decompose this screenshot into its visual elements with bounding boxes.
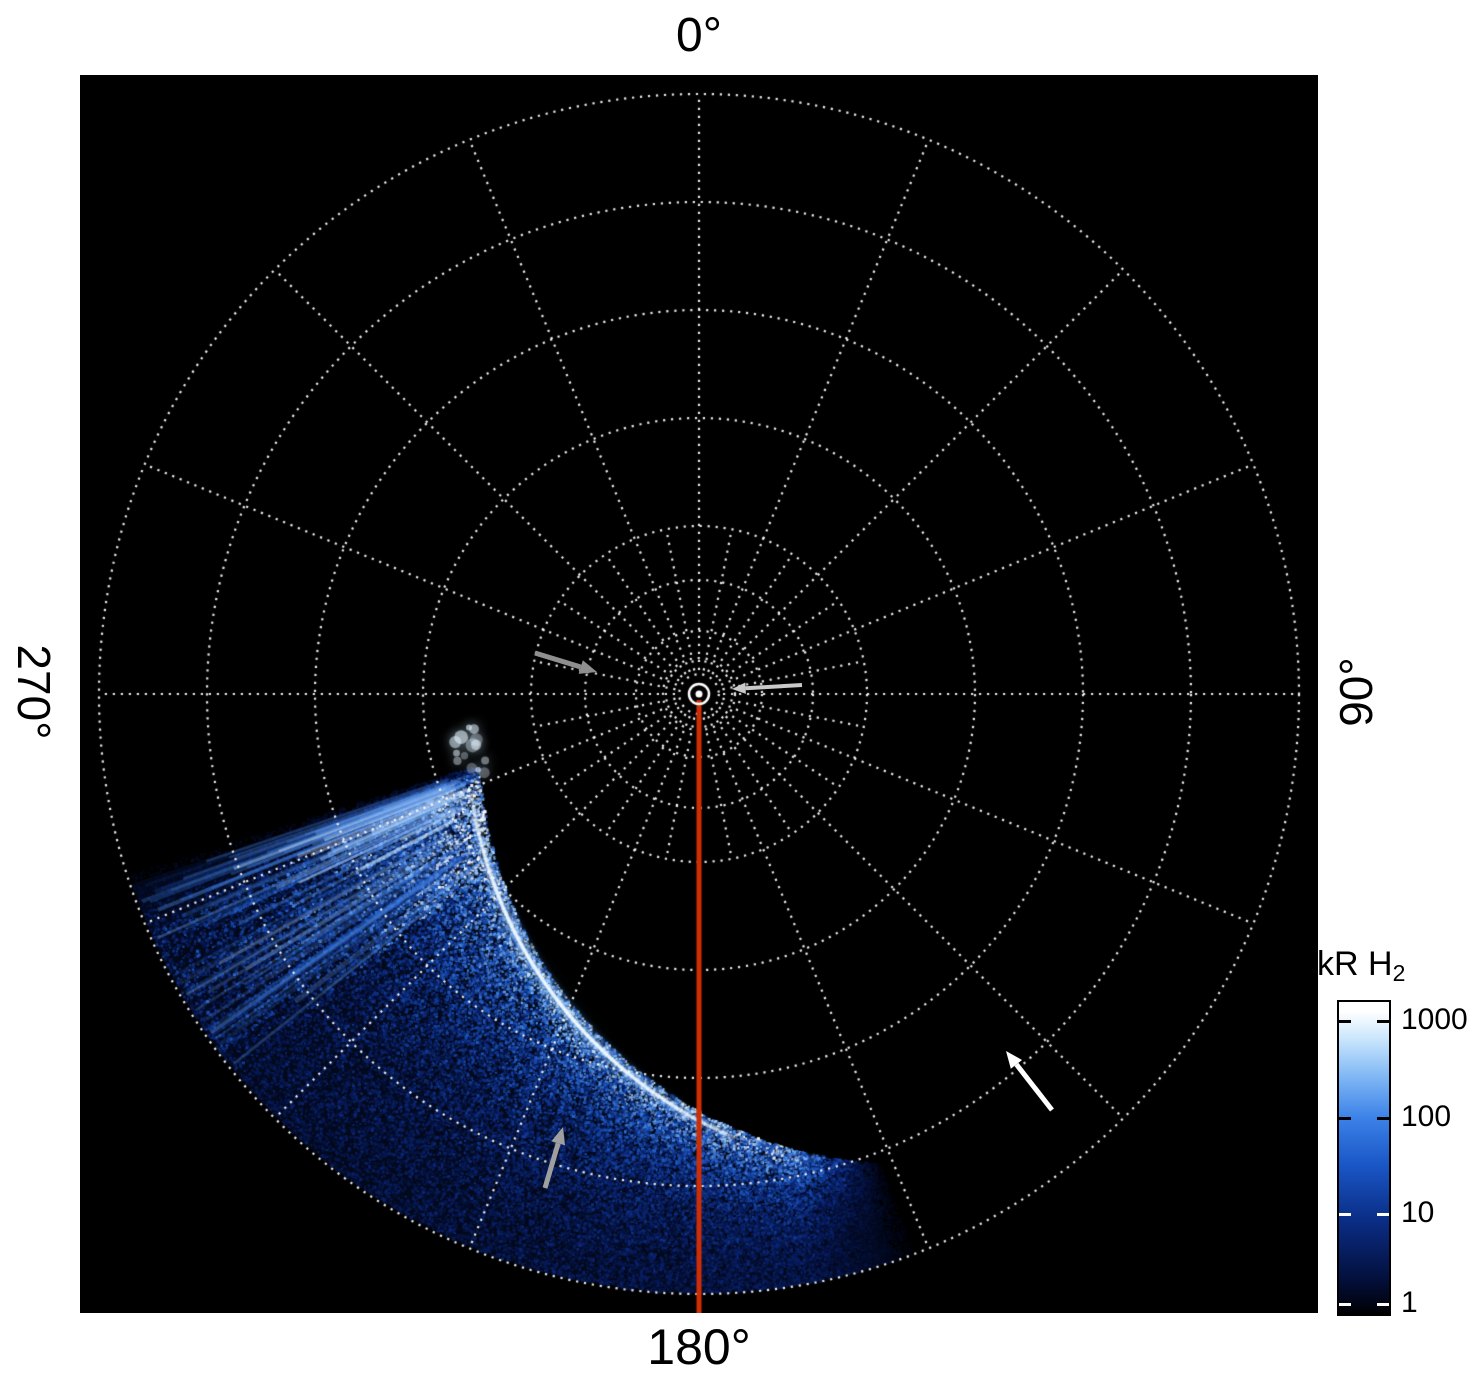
annotation-arrow-1-head [578,660,597,674]
colorbar-tickmark [1339,1213,1351,1216]
colorbar-tickmark [1377,1303,1389,1306]
annotation-arrow-1-shaft [534,650,582,670]
colorbar-tickmark [1339,1303,1351,1306]
angle-label-180: 180° [647,1319,751,1375]
polar-heatmap-canvas [80,75,1318,1313]
angle-label-0: 0° [676,9,722,62]
colorbar-tick-1: 1 [1401,1286,1418,1319]
annotation-arrow-4-head [1006,1051,1023,1069]
colorbar-tickmark [1339,1117,1351,1120]
annotation-arrow-layer [534,650,1054,1189]
angle-label-270: 270° [8,644,60,740]
colorbar-gradient [1337,1000,1391,1316]
colorbar-title-subscript: 2 [1392,960,1406,986]
colorbar: kR H2 1000 100 10 1 [1317,945,1481,1355]
colorbar-title-main: kR H [1317,945,1393,983]
polar-plot-area [80,75,1318,1313]
colorbar-tickmark [1377,1020,1389,1023]
annotation-arrow-3-head [551,1127,566,1146]
annotation-arrow-2-head [732,682,746,694]
colorbar-tick-100: 100 [1401,1100,1452,1133]
annotation-arrow-4-shaft [1014,1062,1054,1112]
colorbar-title: kR H2 [1317,945,1405,987]
colorbar-tick-1000: 1000 [1401,1003,1468,1036]
angle-label-90: 90° [1330,657,1382,727]
annotation-arrow-3-shaft [542,1142,561,1189]
annotation-arrow-2-shaft [745,683,803,691]
colorbar-tickmark [1339,1020,1351,1023]
colorbar-tickmark [1377,1213,1389,1216]
colorbar-tick-10: 10 [1401,1196,1435,1229]
colorbar-tickmark [1377,1117,1389,1120]
